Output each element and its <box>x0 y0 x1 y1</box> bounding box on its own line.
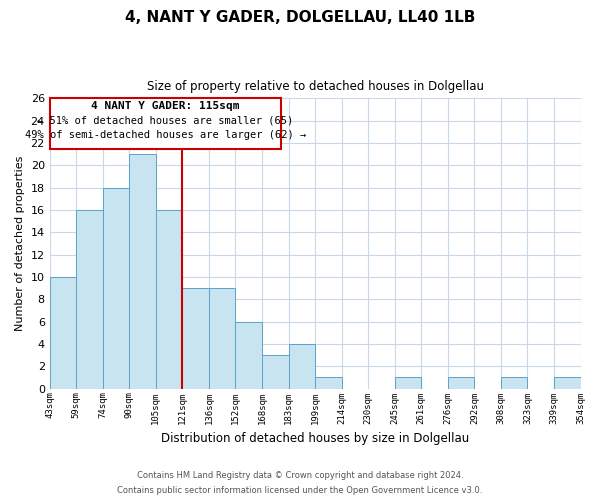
Bar <box>50 277 76 388</box>
Text: ← 51% of detached houses are smaller (65): ← 51% of detached houses are smaller (65… <box>37 116 293 126</box>
Bar <box>262 355 289 388</box>
Bar <box>395 378 421 388</box>
Bar <box>209 288 235 388</box>
Text: Contains HM Land Registry data © Crown copyright and database right 2024.: Contains HM Land Registry data © Crown c… <box>137 471 463 480</box>
Bar <box>554 378 581 388</box>
Bar <box>76 210 103 388</box>
Bar <box>448 378 475 388</box>
Bar <box>156 210 182 388</box>
Bar <box>235 322 262 388</box>
Bar <box>129 154 156 388</box>
FancyBboxPatch shape <box>50 98 281 148</box>
Bar <box>315 378 341 388</box>
Bar <box>182 288 209 388</box>
Text: 4 NANT Y GADER: 115sqm: 4 NANT Y GADER: 115sqm <box>91 101 239 111</box>
Bar <box>103 188 129 388</box>
Title: Size of property relative to detached houses in Dolgellau: Size of property relative to detached ho… <box>146 80 484 93</box>
Bar <box>289 344 315 389</box>
Y-axis label: Number of detached properties: Number of detached properties <box>15 156 25 331</box>
Text: Contains public sector information licensed under the Open Government Licence v3: Contains public sector information licen… <box>118 486 482 495</box>
Text: 4, NANT Y GADER, DOLGELLAU, LL40 1LB: 4, NANT Y GADER, DOLGELLAU, LL40 1LB <box>125 10 475 25</box>
X-axis label: Distribution of detached houses by size in Dolgellau: Distribution of detached houses by size … <box>161 432 469 445</box>
Text: 49% of semi-detached houses are larger (62) →: 49% of semi-detached houses are larger (… <box>25 130 306 140</box>
Bar <box>501 378 527 388</box>
